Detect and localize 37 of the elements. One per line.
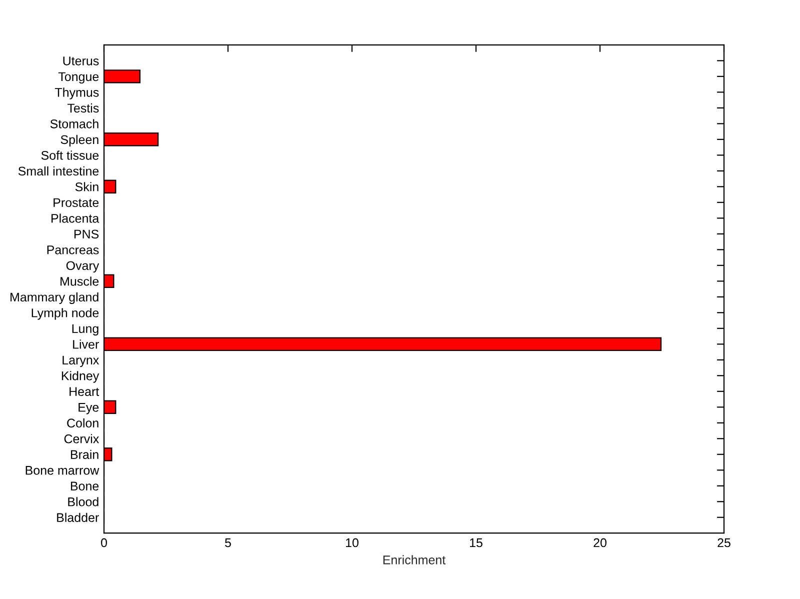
- y-tick-label: Stomach: [50, 119, 98, 128]
- y-tick-label: Placenta: [52, 214, 100, 223]
- y-tick-label: Larynx: [62, 356, 100, 368]
- y-tick-label: PNS: [74, 230, 99, 239]
- y-tick-label: Eye: [78, 403, 99, 414]
- y-tick-label: Lymph node: [32, 308, 99, 320]
- y-tick-label: Ovary: [66, 261, 100, 273]
- y-tick-label: Soft tissue: [41, 150, 99, 160]
- y-tick-label: Bone marrow: [26, 466, 100, 475]
- y-tick-label: Blood: [68, 497, 98, 506]
- y-tick-label: Colon: [67, 418, 98, 428]
- y-tick-label: Testis: [67, 103, 99, 113]
- y-tick-label: Small intestine: [18, 166, 99, 176]
- y-tick-label: Muscle: [60, 276, 99, 286]
- y-tick-label: Cervix: [64, 434, 100, 444]
- y-tick-label: Thymus: [54, 88, 99, 100]
- y-tick-label: Lung: [72, 324, 98, 336]
- y-tick-label: Tongue: [58, 72, 99, 84]
- y-tick-label: Mammary gland: [10, 292, 98, 304]
- y-tick-label: Spleen: [60, 134, 98, 147]
- x-tick-label: 25: [718, 538, 730, 548]
- y-tick-label: Kidney: [62, 371, 100, 383]
- x-axis-title: Enrichment: [383, 555, 446, 564]
- y-tick-label: Bladder: [57, 512, 99, 522]
- y-tick-label: Bone: [70, 482, 99, 491]
- x-tick-label: 0: [101, 538, 107, 548]
- x-tick-label: 10: [346, 538, 358, 548]
- y-tick-label: Pancreas: [47, 246, 99, 254]
- y-tick-label: Brain: [70, 450, 98, 460]
- x-tick-label: 15: [470, 538, 482, 548]
- y-tick-label: Prostate: [54, 198, 99, 208]
- y-tick-label: Uterus: [63, 56, 99, 66]
- x-tick-label: 20: [594, 538, 606, 548]
- x-tick-label: 5: [225, 538, 231, 548]
- y-tick-label: Skin: [75, 182, 98, 192]
- y-tick-label: Heart: [70, 387, 100, 396]
- y-tick-label: Liver: [73, 340, 99, 349]
